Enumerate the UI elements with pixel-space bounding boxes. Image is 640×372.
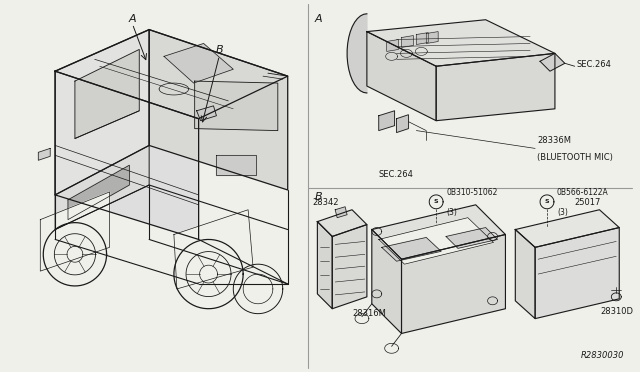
Polygon shape — [195, 81, 278, 131]
Polygon shape — [332, 225, 367, 309]
Polygon shape — [515, 210, 620, 247]
Polygon shape — [55, 71, 198, 240]
Polygon shape — [401, 234, 506, 333]
Text: SEC.264: SEC.264 — [379, 170, 413, 179]
Polygon shape — [379, 218, 493, 264]
Text: 25017: 25017 — [575, 198, 601, 207]
Polygon shape — [55, 30, 149, 195]
Polygon shape — [347, 14, 367, 93]
Polygon shape — [40, 192, 109, 271]
Polygon shape — [38, 148, 50, 160]
Polygon shape — [38, 218, 111, 291]
Polygon shape — [381, 237, 441, 261]
Text: (3): (3) — [557, 208, 568, 217]
Polygon shape — [317, 222, 332, 309]
Polygon shape — [387, 39, 399, 51]
Text: (3): (3) — [446, 208, 457, 217]
Polygon shape — [55, 145, 149, 230]
Polygon shape — [75, 49, 140, 138]
Text: (BLUETOOTH MIC): (BLUETOOTH MIC) — [537, 153, 613, 162]
Text: 28342: 28342 — [312, 198, 339, 207]
Polygon shape — [335, 207, 347, 218]
Text: 28310D: 28310D — [600, 307, 634, 316]
Text: 28336M: 28336M — [537, 137, 571, 145]
Polygon shape — [401, 36, 413, 48]
Polygon shape — [515, 230, 535, 318]
Polygon shape — [317, 210, 367, 237]
Text: S: S — [434, 199, 438, 204]
Polygon shape — [372, 230, 401, 333]
Text: SEC.264: SEC.264 — [577, 60, 612, 69]
Polygon shape — [174, 210, 253, 289]
Text: 28316M: 28316M — [352, 309, 386, 318]
Text: 0B566-6122A: 0B566-6122A — [557, 188, 609, 197]
Polygon shape — [164, 44, 233, 83]
Polygon shape — [540, 54, 565, 71]
Text: S: S — [545, 199, 549, 204]
Text: A: A — [314, 14, 322, 24]
Text: B: B — [314, 192, 322, 202]
Polygon shape — [196, 106, 216, 121]
Text: B: B — [216, 45, 223, 55]
Polygon shape — [535, 228, 620, 318]
Text: A: A — [129, 14, 136, 24]
Polygon shape — [417, 33, 428, 45]
Polygon shape — [372, 205, 506, 259]
Polygon shape — [68, 165, 129, 219]
Polygon shape — [426, 32, 438, 44]
Polygon shape — [379, 111, 395, 131]
Polygon shape — [446, 228, 497, 248]
Text: R2830030: R2830030 — [580, 351, 624, 360]
Polygon shape — [397, 115, 408, 132]
Polygon shape — [367, 20, 555, 66]
Polygon shape — [55, 30, 288, 119]
Polygon shape — [367, 32, 436, 121]
Polygon shape — [149, 30, 288, 190]
Text: 0B310-51062: 0B310-51062 — [446, 188, 497, 197]
Polygon shape — [436, 54, 555, 121]
Polygon shape — [216, 155, 256, 175]
